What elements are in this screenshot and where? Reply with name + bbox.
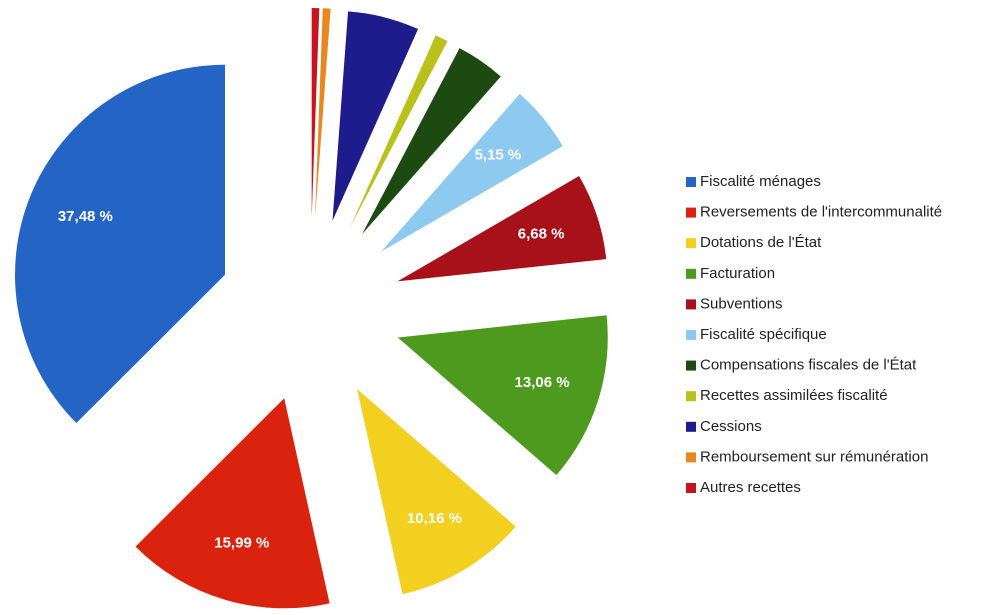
legend-label: Facturation	[700, 265, 775, 282]
legend-swatch	[686, 207, 696, 218]
pie-slice	[332, 11, 419, 221]
value-label: 10,16 %	[407, 510, 462, 527]
legend-label: Autres recettes	[700, 479, 801, 496]
pie-slice	[311, 8, 320, 219]
pie-slice	[357, 389, 516, 595]
pie-slice	[397, 175, 607, 282]
pie-slice	[362, 48, 501, 235]
pie-slice	[15, 64, 226, 424]
value-label: 15,99 %	[214, 534, 269, 551]
legend-label: Cessions	[700, 418, 762, 435]
legend-label: Dotations de l'État	[700, 234, 822, 251]
legend-swatch	[686, 299, 696, 310]
value-label: 13,06 %	[515, 374, 570, 391]
legend-label: Fiscalité ménages	[700, 173, 821, 190]
legend-label: Fiscalité spécifique	[700, 326, 827, 343]
legend-swatch	[686, 238, 696, 249]
pie-slice	[135, 398, 330, 609]
legend-label: Remboursement sur rémunération	[700, 448, 928, 465]
pie-slice	[315, 8, 331, 219]
legend-label: Compensations fiscales de l'État	[700, 357, 917, 374]
value-label: 5,15 %	[475, 147, 522, 164]
legend-swatch	[686, 268, 696, 279]
legend-label: Reversements de l'intercommunalité	[700, 204, 942, 221]
legend-label: Recettes assimilées fiscalité	[700, 387, 888, 404]
legend-swatch	[686, 360, 696, 371]
legend-label: Subventions	[700, 295, 783, 312]
value-label: 37,48 %	[58, 208, 113, 225]
legend-swatch	[686, 177, 696, 187]
pie-slice	[350, 35, 448, 228]
legend-swatch	[686, 452, 696, 463]
legend-swatch	[686, 391, 696, 402]
legend-swatch	[686, 330, 696, 340]
legend-swatch	[686, 483, 696, 493]
pie-slice	[381, 93, 563, 252]
legend-swatch	[686, 421, 696, 432]
value-label: 6,68 %	[518, 225, 565, 242]
pie-slice	[397, 315, 608, 476]
